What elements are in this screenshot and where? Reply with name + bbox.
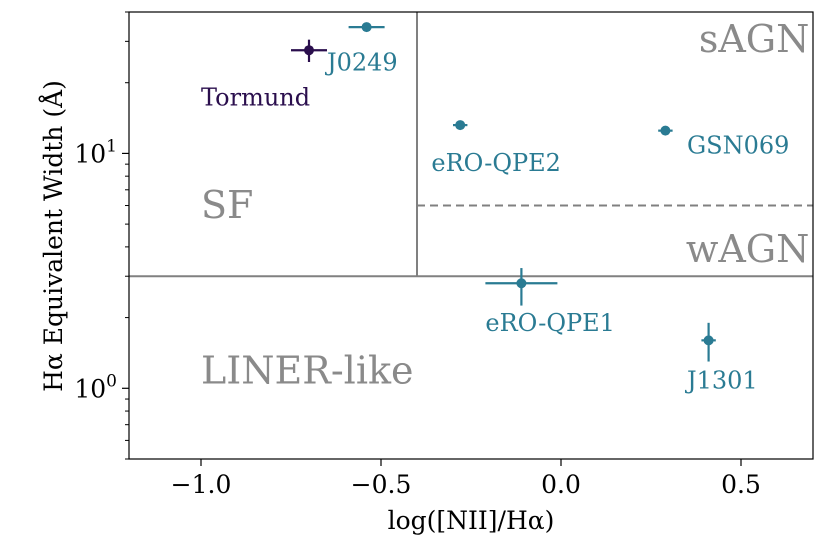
point-label-ero-qpe2: eRO-QPE2 (431, 149, 561, 177)
y-tick-label: 101 (74, 136, 117, 168)
data-point-ero-qpe1 (485, 268, 558, 306)
x-tick-label: 0.0 (541, 470, 581, 499)
region-label-wagn: wAGN (686, 227, 810, 271)
data-point-gsn069 (658, 125, 673, 136)
data-point-tormund (291, 39, 327, 63)
x-axis-title: log([NII]/Hα) (388, 506, 555, 535)
point-label-j0249: J0249 (324, 49, 398, 77)
data-points (291, 22, 716, 362)
y-axis-ticks: 100 101 (74, 11, 129, 460)
x-tick-label: −0.5 (351, 470, 412, 499)
region-label-sf: SF (201, 183, 253, 227)
data-point-j0249 (348, 22, 385, 33)
point-label-tormund: Tormund (201, 83, 310, 111)
region-label-liner-like: LINER-like (201, 348, 414, 392)
region-boundaries (129, 12, 813, 278)
marker-ero-qpe2 (455, 120, 466, 131)
data-point-ero-qpe2 (453, 120, 468, 131)
x-tick-label: 0.5 (721, 470, 761, 499)
marker-tormund (304, 45, 314, 56)
x-axis-ticks: −1.0 −0.5 0.0 0.5 (171, 459, 761, 499)
region-label-sagn: sAGN (699, 17, 810, 61)
region-labels: sAGN wAGN SF LINER-like (201, 17, 809, 392)
point-label-ero-qpe1: eRO-QPE1 (485, 309, 615, 337)
y-axis-title: Hα Equivalent Width (Å) (38, 80, 68, 392)
y-tick-label: 100 (74, 371, 117, 403)
x-tick-label: −1.0 (171, 470, 232, 499)
marker-gsn069 (660, 125, 671, 136)
marker-j0249 (361, 22, 372, 33)
marker-j1301 (703, 335, 714, 346)
data-point-j1301 (701, 322, 716, 362)
point-label-gsn069: GSN069 (687, 131, 789, 159)
plot-frame (128, 11, 814, 460)
point-labels: Tormund J0249 eRO-QPE2 GSN069 eRO-QPE1 J1301 (201, 49, 789, 395)
point-label-j1301: J1301 (684, 366, 758, 394)
marker-ero-qpe1 (516, 278, 527, 289)
